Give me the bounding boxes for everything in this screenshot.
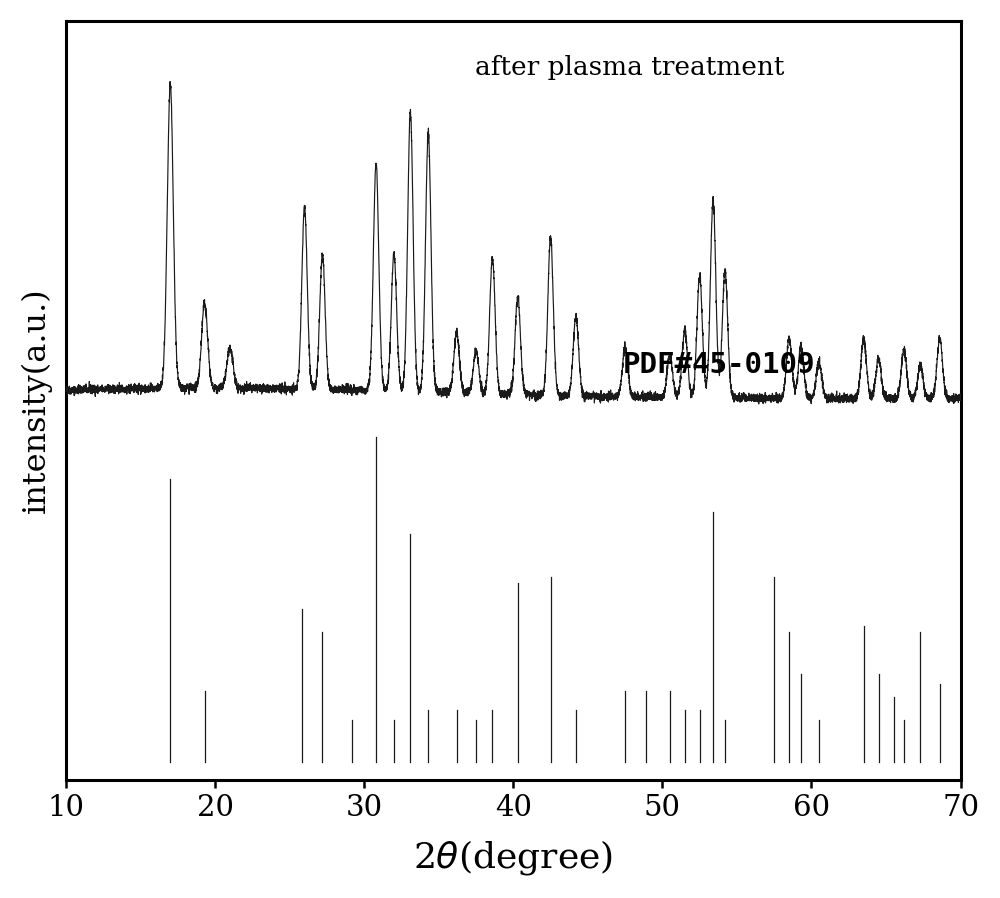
Text: after plasma treatment: after plasma treatment	[475, 55, 784, 80]
Y-axis label: intensity(a.u.): intensity(a.u.)	[21, 287, 52, 514]
X-axis label: 2$\theta$(degree): 2$\theta$(degree)	[413, 838, 613, 877]
Text: PDF#45-0109: PDF#45-0109	[623, 351, 815, 379]
